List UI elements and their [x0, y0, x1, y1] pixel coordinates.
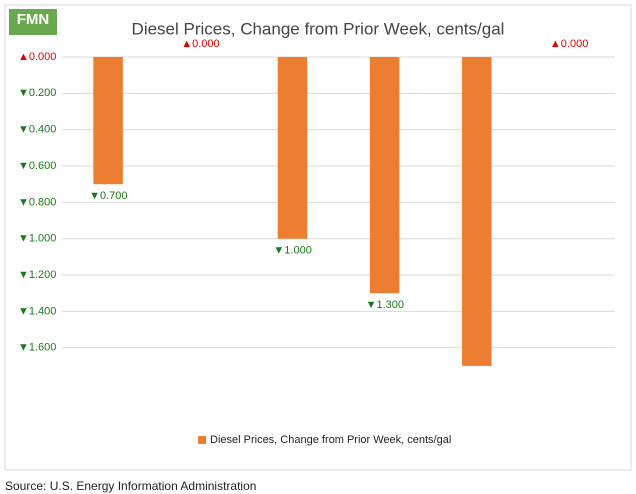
y-tick-label: ▼0.600 — [18, 160, 56, 172]
source: Source: U.S. Energy Information Administ… — [5, 479, 256, 493]
y-tick-label: ▼1.200 — [18, 269, 56, 281]
data-label: ▲0.000 — [181, 38, 219, 50]
bar — [277, 57, 308, 239]
bar — [93, 57, 123, 185]
logo-box — [9, 9, 57, 35]
y-tick-label: ▼0.800 — [18, 196, 56, 208]
y-tick-label: ▼0.200 — [18, 87, 56, 99]
y-tick-label: ▼1.600 — [18, 342, 56, 354]
legend-label: Diesel Prices, Change from Prior Week, c… — [210, 434, 451, 446]
bar — [462, 57, 492, 366]
data-label: ▼1.300 — [366, 299, 404, 311]
y-tick-label: ▼1.400 — [18, 305, 56, 317]
y-tick-label: ▼0.400 — [18, 124, 56, 136]
bar — [369, 57, 400, 294]
data-label: ▲0.000 — [550, 38, 588, 50]
legend-swatch — [198, 436, 206, 444]
data-label: ▼1.000 — [273, 245, 311, 257]
data-label: ▼0.700 — [89, 190, 127, 202]
y-tick-label: ▼1.000 — [18, 233, 56, 245]
logo: FMN — [17, 11, 50, 28]
chart-title: Diesel Prices, Change from Prior Week, c… — [132, 19, 505, 38]
y-tick-label: ▲0.000 — [18, 51, 56, 63]
